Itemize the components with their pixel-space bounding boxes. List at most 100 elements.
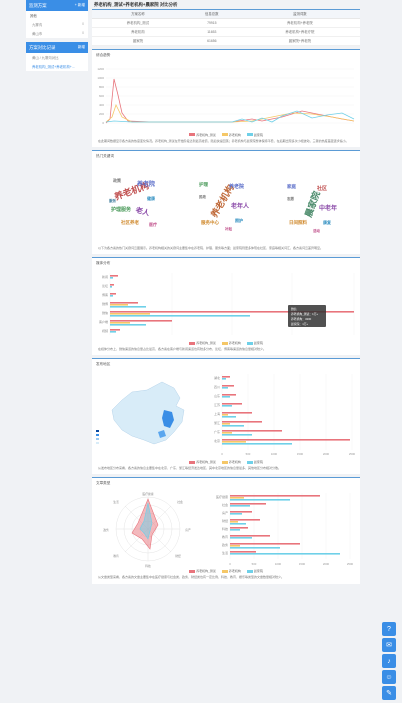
radar-axis-label: 医疗健康	[142, 492, 153, 496]
region-xtick: 0	[221, 452, 223, 456]
question-icon[interactable]: ?	[382, 622, 396, 636]
media-bar	[110, 303, 128, 306]
media-bar	[110, 312, 150, 315]
region-bar	[222, 443, 292, 445]
region-bar-chart: 湖北 四川 山东 江苏 上海 浙江 广东 北京 0 500 1000 1500	[214, 374, 356, 456]
region-category: 江苏	[214, 402, 220, 407]
scheme-item-label: 其他	[30, 14, 37, 18]
page-title: 养老机构_测试+养老机构+晨家院 对比分析	[94, 2, 178, 7]
region-category: 北京	[214, 438, 220, 443]
table-row: 养老机构_测试 79915 养老机构+养老院	[92, 18, 360, 28]
media-bar	[110, 294, 113, 297]
article-category: 生活	[222, 550, 228, 555]
legend-label: 养老机构_测试	[196, 460, 216, 465]
media-bar	[110, 330, 116, 333]
legend-item[interactable]: 养老机构_测试	[189, 460, 216, 464]
svg-text:家庭: 家庭	[287, 183, 296, 190]
region-xtick: 500	[246, 452, 251, 456]
region-bar	[222, 423, 230, 425]
media-legend: 养老机构_测试 养老机构 晨家院	[92, 341, 360, 345]
record-item-active[interactable]: 养老机构_测试+养老机构+...	[26, 62, 88, 71]
scheme-item[interactable]: 九寨沟 0	[26, 20, 88, 29]
record-item[interactable]: 黄山 / 九寨沟对比	[26, 53, 88, 62]
scheme-item-count: 0	[82, 22, 84, 26]
region-category: 四川	[214, 385, 220, 389]
region-category: 山东	[214, 393, 220, 398]
svg-text:养老院: 养老院	[228, 183, 244, 190]
region-card: 发布地区	[92, 358, 360, 475]
region-bar	[222, 394, 236, 396]
mail-icon[interactable]: ✎	[382, 686, 396, 700]
legend-item[interactable]: 养老机构	[221, 133, 241, 137]
legend-item[interactable]: 养老机构	[221, 340, 241, 345]
media-category: 论坛	[102, 283, 108, 288]
media-bar	[110, 319, 172, 322]
record-add-button[interactable]: 新增	[77, 45, 85, 49]
wechat-icon[interactable]: ☺	[382, 670, 396, 684]
trend-ytick: 400	[99, 103, 104, 107]
legend-item[interactable]: 晨家院	[246, 341, 263, 345]
trend-legend: 养老机构_测试 养老机构 晨家院	[92, 133, 360, 137]
article-bar	[230, 519, 260, 521]
radar-axis-label: 政务	[103, 528, 109, 532]
svg-text:民政: 民政	[199, 194, 206, 199]
region-category: 湖北	[214, 375, 220, 380]
legend-item[interactable]: 养老机构_测试	[189, 133, 216, 137]
article-radar: 医疗健康 社会 房产 财经 科技 教育 政务 生活	[103, 492, 191, 568]
legend-item[interactable]: 晨家院	[246, 133, 263, 137]
scheme-add-button[interactable]: + 新增	[74, 3, 85, 7]
tooltip-line: 养老机构：4300	[291, 317, 312, 321]
media-category: 微博	[102, 301, 108, 306]
svg-text:护理: 护理	[199, 181, 208, 188]
region-bar	[222, 414, 228, 416]
table-header: 监测词数	[239, 10, 360, 19]
region-highlight	[158, 430, 166, 439]
trend-ytick: 200	[99, 112, 104, 116]
region-bar	[222, 434, 252, 436]
bell-icon[interactable]: ♪	[382, 654, 396, 668]
legend-item[interactable]: 养老机构_测试	[189, 569, 216, 573]
word-cloud: 养老机构 养老院 护理 老年人 服务中心 照护 民政 补贴	[195, 166, 257, 236]
media-tooltip: 微信 养老机构_测试：1万+ 养老机构：4300 晨家院：1万+	[288, 304, 326, 327]
table-header: 信息总数	[183, 10, 240, 19]
region-title: 发布地区	[96, 362, 111, 367]
legend-item[interactable]: 晨家院	[246, 569, 263, 573]
word-cloud: 晨家院 社区 家庭 中老年 日间照料 康复 志愿 活动	[283, 166, 345, 236]
region-bar	[222, 430, 282, 432]
table-cell: 养老机构+养老疗院	[239, 27, 360, 37]
scheme-item[interactable]: 其他	[26, 11, 88, 20]
legend-label: 养老机构	[228, 340, 241, 345]
radar-area-c	[139, 503, 153, 541]
svg-text:志愿: 志愿	[287, 196, 295, 201]
word-cloud-row: 养老机构 养老院 护理服务 老人 社区养老 健康 政策 医疗 服务	[92, 162, 360, 244]
trend-chart: 0 200 400 600 800 1000 1200	[97, 67, 355, 125]
legend-item[interactable]: 养老机构	[221, 569, 241, 573]
cloud-title: 热门关键词	[96, 153, 114, 158]
sidebar: 监测方案 + 新增 其他 九寨沟 0 黄山市 0 方案对比记录 新增 黄山 / 九寨…	[26, 0, 88, 75]
svg-text:康复: 康复	[322, 219, 332, 225]
trend-title: 综合趋势	[96, 52, 111, 57]
table-cell: 养老机构+养老院	[239, 18, 360, 28]
media-title: 媒体分布	[96, 260, 111, 265]
word-cloud: 养老机构 养老院 护理服务 老人 社区养老 健康 政策 医疗 服务	[107, 166, 169, 236]
legend-item[interactable]: 养老机构	[221, 460, 241, 464]
legend-item[interactable]: 晨家院	[246, 460, 263, 464]
trend-line-a	[105, 78, 355, 123]
record-item-label: 养老机构_测试+养老机构+...	[32, 65, 75, 69]
radar-axis-label: 科技	[145, 564, 151, 568]
media-bar	[110, 274, 118, 277]
article-bar	[230, 511, 252, 513]
article-bar	[230, 547, 280, 549]
table-cell: 79915	[183, 18, 240, 28]
article-bar	[230, 551, 256, 553]
scheme-item[interactable]: 黄山市 0	[26, 29, 88, 38]
region-category: 广东	[214, 429, 220, 434]
table-cell: 养老机构_测试	[92, 18, 184, 28]
chat-icon[interactable]: ✉	[382, 638, 396, 652]
article-xtick: 2000	[323, 562, 330, 566]
region-xtick: 2500	[349, 452, 356, 456]
legend-item[interactable]: 养老机构_测试	[189, 341, 216, 345]
svg-text:养老院: 养老院	[136, 180, 155, 188]
article-bar	[230, 505, 250, 507]
